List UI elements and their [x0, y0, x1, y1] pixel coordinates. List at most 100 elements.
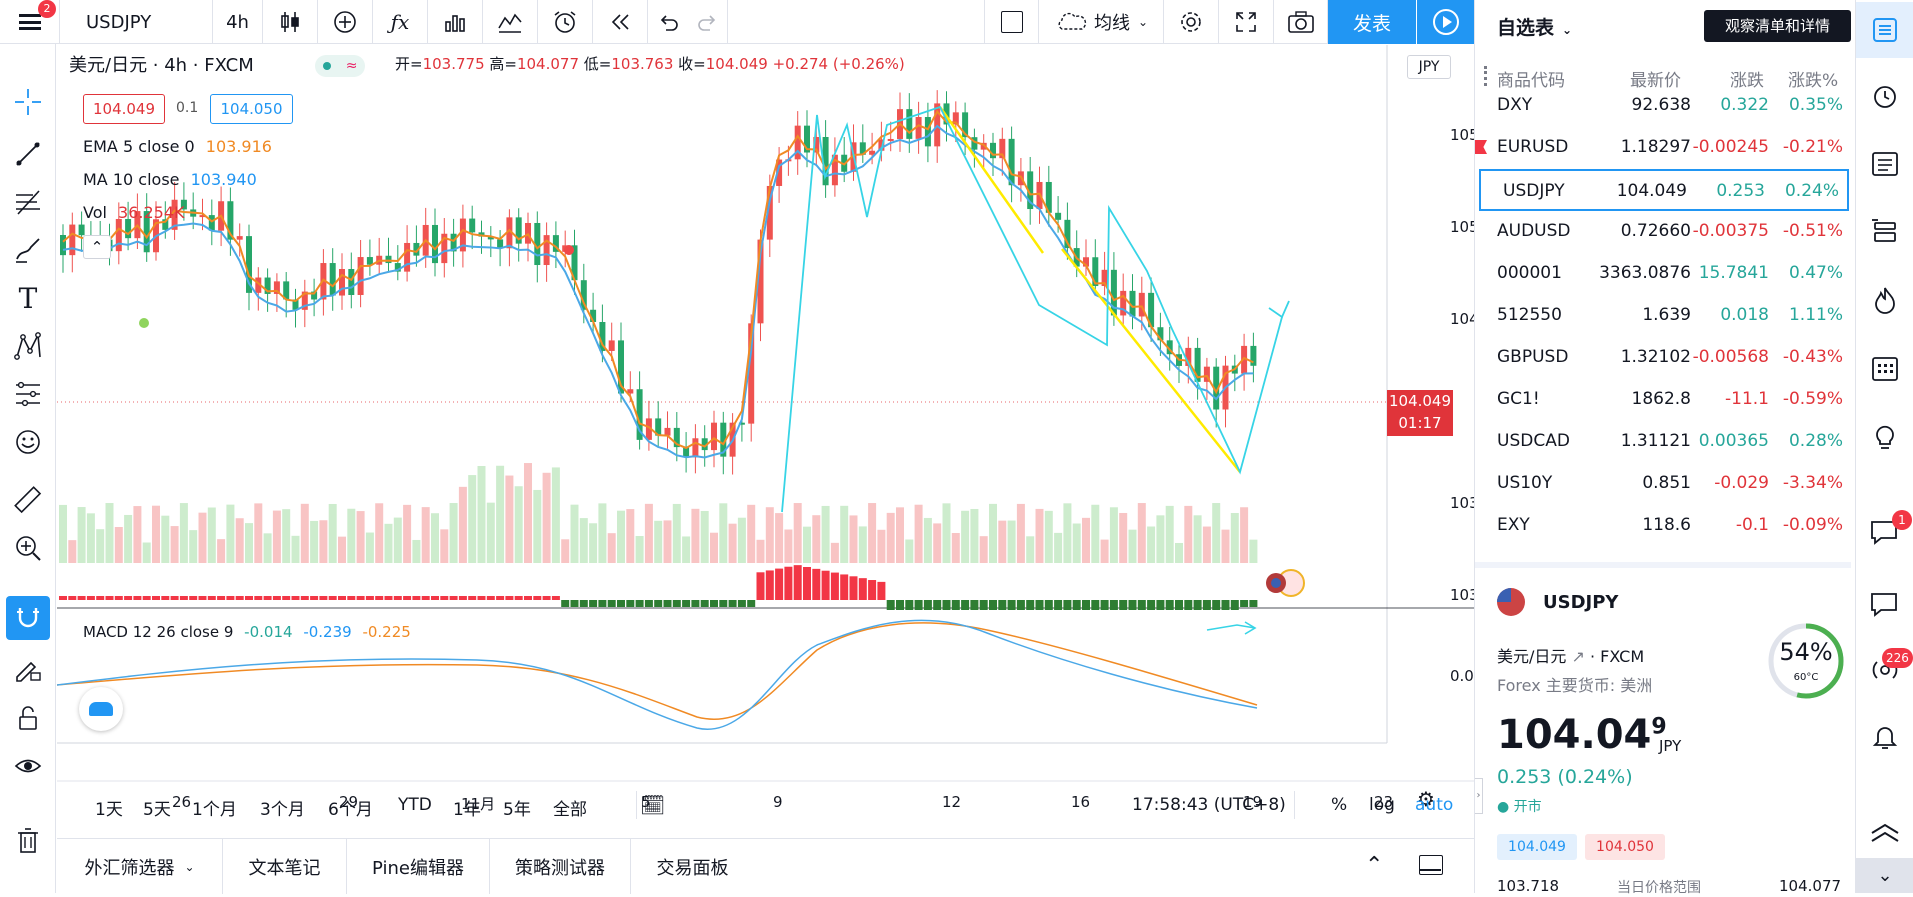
- publish-button[interactable]: 发表: [1328, 0, 1416, 44]
- redo-button[interactable]: [688, 0, 728, 44]
- watchlist-row[interactable]: 000001 3363.0876 15.7841 0.47%: [1475, 253, 1851, 295]
- chart-stats-toggle[interactable]: [1856, 806, 1913, 862]
- icons-tool[interactable]: [0, 420, 56, 464]
- trend-line-tool[interactable]: [0, 132, 56, 176]
- calendar-toggle[interactable]: [1856, 340, 1913, 396]
- details-ask[interactable]: 104.050: [1585, 834, 1665, 860]
- range-1d[interactable]: 1天: [95, 800, 123, 820]
- range-5d[interactable]: 5天: [143, 800, 171, 820]
- hide-tool[interactable]: [0, 744, 56, 788]
- symbol-search[interactable]: USDJPY: [60, 0, 213, 44]
- menu-button[interactable]: 2: [0, 0, 60, 44]
- magnet-tool[interactable]: [6, 596, 50, 640]
- technical-gauge[interactable]: [1765, 620, 1847, 702]
- auto-toggle[interactable]: auto: [1415, 795, 1454, 815]
- watchlist-title[interactable]: 自选表 ⌄: [1497, 13, 1572, 40]
- watchlist-toggle[interactable]: [1856, 2, 1913, 58]
- ideas-toggle[interactable]: [1856, 408, 1913, 464]
- watchlist-row[interactable]: AUDUSD 0.72660 -0.00375 -0.51%: [1475, 211, 1851, 253]
- private-chat-toggle[interactable]: [1856, 576, 1913, 632]
- watchlist-row[interactable]: DXY 92.638 0.322 0.35%: [1475, 85, 1851, 127]
- watchlist-row[interactable]: US10Y 0.851 -0.029 -3.34%: [1475, 463, 1851, 505]
- collapse-legend-button[interactable]: ⌃: [83, 235, 111, 259]
- panel-divider[interactable]: [1475, 562, 1851, 568]
- range-6m[interactable]: 6个月: [328, 800, 373, 820]
- date-range-button[interactable]: 🗓: [640, 793, 665, 817]
- market-status-pill[interactable]: ≈: [315, 55, 365, 77]
- indicator-template-button[interactable]: 均线 ⌄: [1039, 0, 1164, 44]
- alert-button[interactable]: [538, 0, 593, 44]
- data-window-toggle[interactable]: [1856, 204, 1913, 260]
- clock-readout[interactable]: 17:58:43 (UTC+8): [1132, 795, 1286, 815]
- pitchfork-tool[interactable]: [0, 180, 56, 224]
- watchlist-row[interactable]: USDJPY 104.049 0.253 0.24%: [1479, 169, 1849, 211]
- prediction-tool[interactable]: [0, 372, 56, 416]
- range-1y[interactable]: 1年: [453, 800, 481, 820]
- lock-tool[interactable]: [0, 696, 56, 740]
- alerts-toggle[interactable]: [1856, 68, 1913, 124]
- delete-tool[interactable]: [0, 818, 56, 862]
- drag-handle-icon[interactable]: [1484, 66, 1488, 86]
- chart-settings-button[interactable]: ⚙: [1417, 787, 1435, 811]
- measure-tool[interactable]: [0, 478, 56, 522]
- tab-text-notes[interactable]: 文本笔记: [223, 839, 347, 894]
- ema-legend[interactable]: EMA 5 close 0 103.916: [83, 137, 272, 156]
- price-chart[interactable]: [57, 45, 1474, 834]
- zoom-tool[interactable]: [0, 526, 56, 570]
- chat-toggle[interactable]: 1: [1856, 504, 1913, 560]
- vol-legend[interactable]: Vol 36.254K: [83, 203, 185, 222]
- details-symbol[interactable]: USDJPY: [1543, 592, 1619, 613]
- brush-tool[interactable]: [0, 228, 56, 272]
- lock-drawing-tool[interactable]: [0, 646, 56, 690]
- tradingview-logo[interactable]: [79, 687, 123, 731]
- watchlist-row[interactable]: GC1! 1862.8 -11.1 -0.59%: [1475, 379, 1851, 421]
- details-bid[interactable]: 104.049: [1497, 834, 1577, 860]
- indicators-button[interactable]: ƒx: [373, 0, 428, 44]
- text-tool[interactable]: T: [0, 276, 56, 320]
- hotlist-toggle[interactable]: [1856, 272, 1913, 328]
- tab-forex-screener[interactable]: 外汇筛选器 ⌄: [57, 839, 223, 894]
- interval-button[interactable]: 4h: [213, 0, 263, 44]
- watchlist-row[interactable]: GBPUSD 1.32102 -0.00568 -0.43%: [1475, 337, 1851, 379]
- fullscreen-button[interactable]: [1219, 0, 1274, 44]
- play-button[interactable]: [1416, 0, 1474, 44]
- compare-button[interactable]: [318, 0, 373, 44]
- watchlist-row[interactable]: 512550 1.639 0.018 1.11%: [1475, 295, 1851, 337]
- log-toggle[interactable]: log: [1369, 795, 1395, 815]
- col-change[interactable]: 涨跌: [1730, 71, 1764, 91]
- range-all[interactable]: 全部: [553, 800, 587, 820]
- range-3m[interactable]: 3个月: [260, 800, 305, 820]
- currency-button[interactable]: JPY: [1407, 55, 1451, 79]
- ma-legend[interactable]: MA 10 close 103.940: [83, 170, 257, 189]
- templates-button[interactable]: [483, 0, 538, 44]
- macd-legend[interactable]: MACD 12 26 close 9 -0.014 -0.239 -0.225: [83, 623, 411, 641]
- maximize-panel-button[interactable]: [1419, 855, 1443, 875]
- buy-button[interactable]: 104.050: [210, 94, 293, 124]
- layout-button[interactable]: [984, 0, 1039, 44]
- financials-button[interactable]: [428, 0, 483, 44]
- col-last[interactable]: 最新价: [1630, 71, 1681, 91]
- watchlist-row[interactable]: EXY 118.6 -0.1 -0.09%: [1475, 505, 1851, 547]
- chart-type-button[interactable]: [263, 0, 318, 44]
- settings-button[interactable]: [1164, 0, 1219, 44]
- sell-button[interactable]: 104.049: [83, 94, 165, 124]
- watchlist-row[interactable]: USDCAD 1.31121 0.00365 0.28%: [1475, 421, 1851, 463]
- tab-strategy-tester[interactable]: 策略测试器: [490, 839, 631, 894]
- snapshot-button[interactable]: [1274, 0, 1328, 44]
- notifications-toggle[interactable]: [1856, 708, 1913, 764]
- expand-panel-button[interactable]: ⌃: [1365, 853, 1383, 878]
- pattern-tool[interactable]: [0, 324, 56, 368]
- news-toggle[interactable]: [1856, 136, 1913, 192]
- replay-button[interactable]: [593, 0, 648, 44]
- chart-area[interactable]: 美元/日元 · 4h · FXCM ≈ 开=103.775 高=104.077 …: [57, 45, 1512, 834]
- tab-trading-panel[interactable]: 交易面板: [631, 839, 754, 894]
- collapse-sidebar-button[interactable]: ⌄: [1856, 858, 1913, 893]
- percent-toggle[interactable]: %: [1331, 795, 1348, 815]
- undo-button[interactable]: [648, 0, 688, 44]
- streams-toggle[interactable]: 226: [1856, 642, 1913, 698]
- collapse-side-button[interactable]: ›: [1475, 778, 1483, 814]
- crosshair-tool[interactable]: [0, 80, 56, 124]
- tab-pine-editor[interactable]: Pine编辑器: [347, 839, 490, 894]
- col-change-pct[interactable]: 涨跌%: [1788, 71, 1839, 91]
- col-symbol[interactable]: 商品代码: [1497, 71, 1565, 91]
